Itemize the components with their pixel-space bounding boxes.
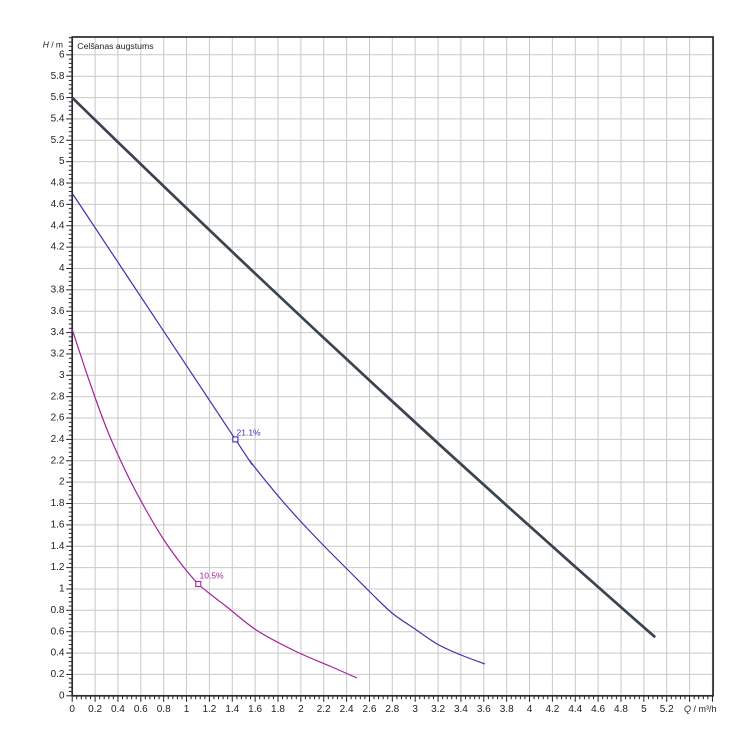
svg-text:1.6: 1.6 [248,704,262,715]
svg-text:4.2: 4.2 [545,704,559,715]
svg-text:4: 4 [59,263,65,274]
svg-text:4.4: 4.4 [51,220,65,231]
svg-text:3.6: 3.6 [51,306,65,317]
svg-text:0.2: 0.2 [88,704,102,715]
svg-text:3.2: 3.2 [51,349,65,360]
svg-text:0.8: 0.8 [157,704,171,715]
svg-text:0: 0 [59,690,65,701]
svg-text:4.6: 4.6 [51,199,65,210]
svg-text:5: 5 [641,704,647,715]
svg-text:2.2: 2.2 [51,455,65,466]
svg-text:4.4: 4.4 [568,704,582,715]
svg-text:2.6: 2.6 [363,704,377,715]
svg-text:4: 4 [527,704,533,715]
svg-text:2.2: 2.2 [317,704,331,715]
svg-text:0.2: 0.2 [51,669,65,680]
svg-text:5.6: 5.6 [51,92,65,103]
svg-text:4.6: 4.6 [591,704,605,715]
svg-text:2.8: 2.8 [385,704,399,715]
svg-text:0.8: 0.8 [51,605,65,616]
svg-text:Celšanas augstums: Celšanas augstums [77,41,154,51]
svg-text:0.6: 0.6 [134,704,148,715]
svg-text:3.6: 3.6 [477,704,491,715]
svg-text:3.4: 3.4 [51,327,65,338]
svg-text:3.8: 3.8 [51,284,65,295]
svg-text:2: 2 [59,477,65,488]
svg-text:1.8: 1.8 [271,704,285,715]
svg-text:0.4: 0.4 [111,704,125,715]
svg-text:3.4: 3.4 [454,704,468,715]
svg-text:2.4: 2.4 [340,704,354,715]
svg-text:0.4: 0.4 [51,648,65,659]
svg-text:1: 1 [59,584,65,595]
svg-text:6: 6 [59,49,65,60]
svg-text:3.2: 3.2 [431,704,445,715]
svg-text:3: 3 [412,704,418,715]
svg-text:3: 3 [59,370,65,381]
svg-text:1: 1 [184,704,190,715]
svg-text:3.8: 3.8 [500,704,514,715]
svg-text:Q / m³/h: Q / m³/h [684,704,717,714]
svg-text:2.6: 2.6 [51,413,65,424]
svg-text:5.2: 5.2 [51,135,65,146]
svg-text:5.4: 5.4 [51,114,65,125]
svg-text:1.4: 1.4 [51,541,65,552]
svg-text:5: 5 [59,156,65,167]
svg-text:5.8: 5.8 [51,71,65,82]
svg-text:5.2: 5.2 [660,704,674,715]
svg-text:4.8: 4.8 [614,704,628,715]
svg-text:2.4: 2.4 [51,434,65,445]
svg-text:0.6: 0.6 [51,626,65,637]
svg-text:0: 0 [69,704,75,715]
svg-text:1.2: 1.2 [51,562,65,573]
svg-text:4.8: 4.8 [51,178,65,189]
svg-text:21.1%: 21.1% [237,428,262,438]
svg-text:1.6: 1.6 [51,520,65,531]
svg-text:2.8: 2.8 [51,391,65,402]
svg-text:4.2: 4.2 [51,242,65,253]
svg-text:1.8: 1.8 [51,498,65,509]
svg-text:H / m: H / m [43,40,63,50]
svg-text:2: 2 [298,704,304,715]
svg-text:10.5%: 10.5% [200,571,225,581]
svg-text:1.4: 1.4 [225,704,239,715]
svg-text:1.2: 1.2 [202,704,216,715]
